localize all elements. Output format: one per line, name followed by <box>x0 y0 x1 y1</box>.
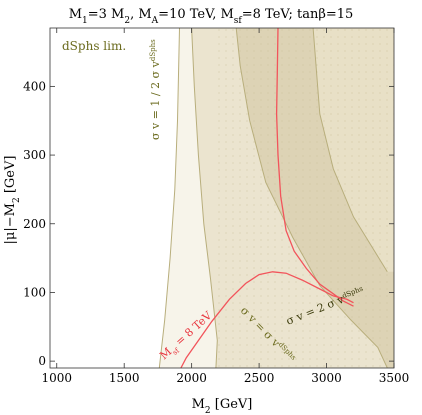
contour-line-4 <box>312 28 388 273</box>
x-tick-label: 2500 <box>244 371 275 385</box>
contour-line-2 <box>191 28 218 368</box>
red-curve-1 <box>180 271 354 368</box>
plot-frame <box>49 27 395 369</box>
x-tick-label: 3500 <box>379 371 410 385</box>
y-axis-label: |μ|−M2 [GeV] <box>3 156 22 245</box>
y-tick-label: 300 <box>23 148 46 162</box>
plot-area <box>50 28 394 368</box>
y-tick-label: 400 <box>23 79 46 93</box>
y-tick-label: 100 <box>23 285 46 299</box>
dot-texture <box>215 28 394 368</box>
contour-line-1 <box>158 28 180 368</box>
y-tick-label: 200 <box>23 217 46 231</box>
x-tick-label: 2000 <box>176 371 207 385</box>
x-axis-label: M2 [GeV] <box>192 397 253 415</box>
chart-title: M1=3 M2, MA=10 TeV, Msf=8 TeV; tanβ=15 <box>69 7 354 26</box>
legend-label: dSphs lim. <box>62 39 126 53</box>
contour-line-3 <box>235 28 388 368</box>
x-tick-label: 1500 <box>109 371 140 385</box>
annotation-half: σ v = 1 / 2 σ vdSphs <box>149 39 162 140</box>
x-tick-label: 3000 <box>311 371 342 385</box>
red-curve-2 <box>275 28 354 307</box>
y-tick-label: 0 <box>38 354 46 368</box>
x-tick-label: 1000 <box>41 371 72 385</box>
